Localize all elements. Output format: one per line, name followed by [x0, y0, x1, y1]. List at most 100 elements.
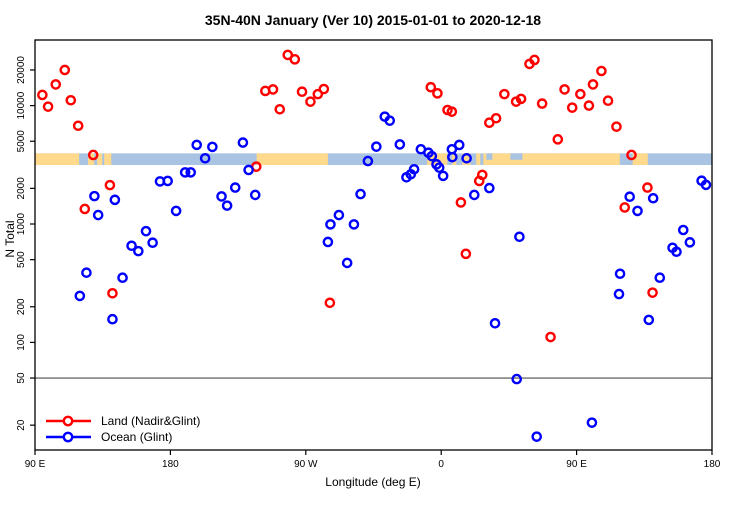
data-point-land — [324, 297, 336, 309]
data-point-land — [446, 106, 458, 117]
data-point-ocean — [643, 314, 655, 326]
data-point-ocean — [531, 431, 543, 442]
y-tick-label: 200 — [16, 298, 27, 315]
data-point-ocean — [355, 188, 366, 200]
data-point-land — [455, 197, 467, 208]
data-point-ocean — [154, 176, 166, 187]
data-point-ocean — [654, 272, 666, 283]
data-point-land — [274, 103, 286, 115]
data-point-ocean — [700, 179, 712, 191]
data-point-ocean — [74, 290, 86, 302]
data-point-ocean — [191, 139, 203, 151]
data-point-land — [529, 54, 540, 66]
y-tick-label: 100 — [16, 334, 27, 351]
y-tick-label: 1000 — [16, 212, 27, 235]
y-axis-ticks: 20 50 100 200 500 1000 2000 5000 10000 20000 — [16, 56, 35, 431]
data-point-land — [602, 95, 614, 107]
legend-land-label: Land (Nadir&Glint) — [101, 414, 200, 428]
data-point-ocean — [92, 209, 104, 221]
data-point-land — [536, 98, 548, 109]
data-point-ocean — [179, 167, 191, 178]
data-point-ocean — [447, 151, 458, 163]
data-point-land — [566, 102, 578, 113]
legend-land-marker — [62, 415, 74, 427]
data-point-land — [515, 93, 527, 105]
data-point-ocean — [170, 205, 182, 217]
data-point-land — [552, 134, 564, 145]
data-point-ocean — [426, 150, 438, 162]
data-point-ocean — [362, 155, 374, 167]
data-point-ocean — [671, 246, 682, 258]
y-tick-label: 50 — [16, 372, 27, 384]
data-point-ocean — [89, 190, 100, 202]
legend: Land (Nadir&Glint) Ocean (Glint) — [46, 414, 200, 444]
data-point-ocean — [207, 141, 218, 153]
band-land-segment — [476, 153, 481, 166]
data-point-ocean — [333, 209, 345, 221]
data-point-land — [318, 83, 330, 95]
data-point-land — [473, 175, 485, 187]
data-point-land — [65, 94, 77, 106]
y-tick-label: 2000 — [16, 177, 27, 200]
data-point-land — [559, 84, 570, 95]
data-point-land — [282, 49, 294, 61]
data-point-ocean — [614, 268, 626, 280]
data-point-ocean — [453, 139, 465, 151]
data-point-ocean — [109, 194, 121, 206]
y-tick-label: 500 — [16, 251, 27, 268]
data-point-ocean — [325, 219, 336, 230]
band-land-segment — [632, 153, 648, 166]
x-tick-label: 0 — [438, 459, 444, 470]
data-point-land — [107, 287, 118, 299]
band-land-segment — [483, 153, 620, 166]
data-point-ocean — [341, 257, 353, 269]
band-land-segment — [452, 153, 457, 166]
data-point-land — [296, 86, 308, 98]
data-point-land — [460, 248, 472, 260]
y-tick-label: 20000 — [16, 56, 27, 84]
data-point-land — [647, 287, 658, 298]
band-ocean-patch — [486, 153, 493, 160]
data-point-land — [596, 65, 607, 77]
data-point-ocean — [348, 219, 360, 230]
x-axis-ticks: 90 E 180 90 W 0 90 E 180 — [25, 450, 721, 470]
data-point-ocean — [677, 224, 689, 236]
data-point-ocean — [647, 192, 659, 204]
data-point-land — [87, 149, 99, 161]
data-point-ocean — [684, 237, 696, 248]
data-point-ocean — [613, 288, 625, 300]
data-point-ocean — [221, 200, 233, 211]
data-point-ocean — [371, 141, 382, 152]
band-land-segment — [97, 153, 103, 166]
data-point-ocean — [405, 168, 417, 180]
data-point-land — [305, 96, 316, 107]
legend-ocean-label: Ocean (Glint) — [101, 430, 172, 444]
chart-title: 35N-40N January (Ver 10) 2015-01-01 to 2… — [205, 12, 541, 28]
x-axis-label: Longitude (deg E) — [325, 475, 420, 489]
x-tick-label: 90 E — [566, 459, 587, 470]
data-point-ocean — [237, 137, 249, 148]
data-point-ocean — [117, 272, 128, 283]
data-point-ocean — [81, 267, 92, 278]
data-point-ocean — [384, 115, 396, 126]
data-point-ocean — [514, 231, 525, 243]
data-point-land — [545, 331, 556, 343]
data-point-land — [59, 64, 71, 76]
x-tick-label: 180 — [162, 459, 179, 470]
legend-ocean-marker — [62, 431, 74, 443]
data-point-land — [50, 79, 62, 90]
data-point-land — [312, 88, 324, 100]
data-point-ocean — [147, 237, 158, 249]
band-land-segment — [104, 153, 112, 166]
band-ocean-base — [35, 153, 712, 166]
data-point-ocean — [461, 152, 472, 164]
data-point-ocean — [229, 182, 241, 193]
data-point-land — [72, 120, 84, 132]
data-point-land — [432, 88, 443, 99]
data-point-ocean — [624, 191, 636, 203]
data-point-land — [289, 54, 301, 65]
data-point-land — [575, 88, 586, 100]
x-tick-label: 180 — [704, 459, 721, 470]
